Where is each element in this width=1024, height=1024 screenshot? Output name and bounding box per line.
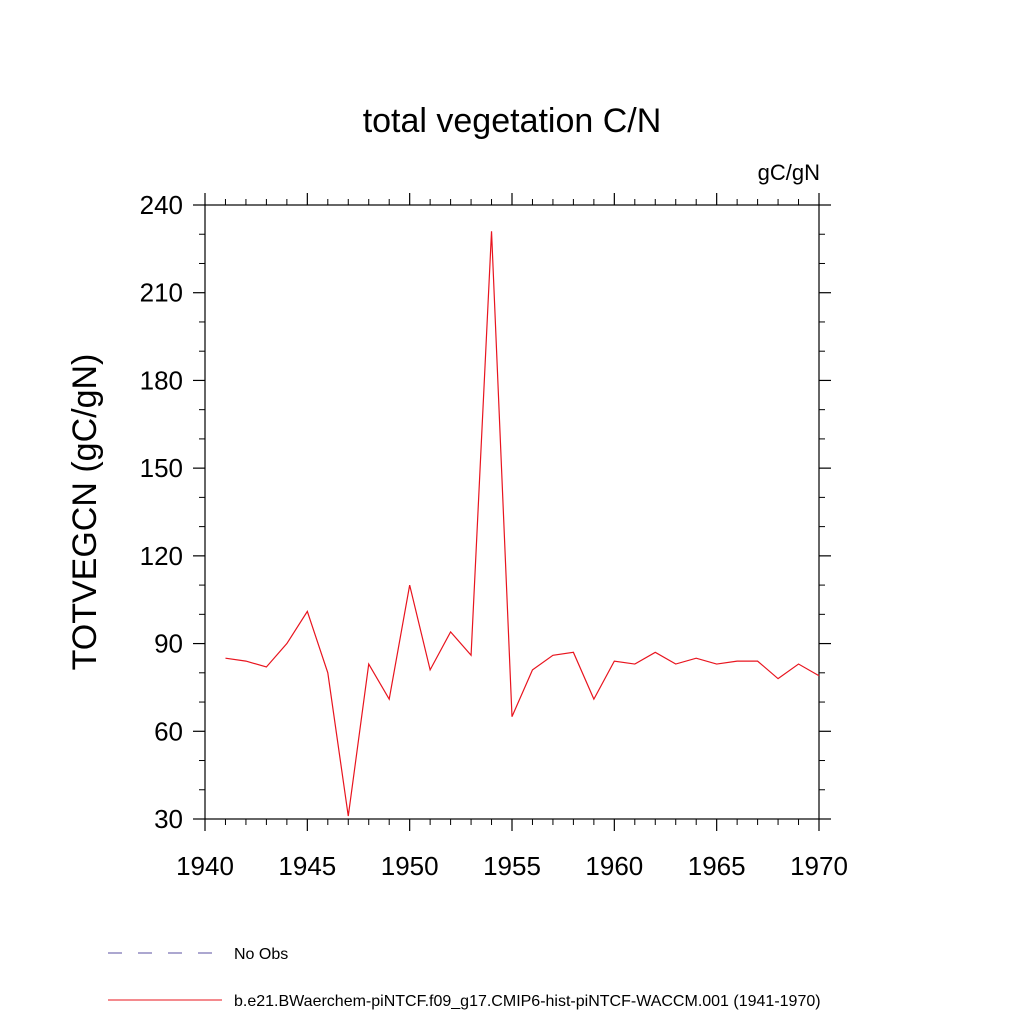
chart-title: total vegetation C/N <box>363 102 662 140</box>
axis-ticks <box>193 193 831 831</box>
axis-tick-labels: 1940 1945 1950 1955 1960 1965 1970 30 60 90 120 150… <box>140 190 848 881</box>
legend-label: b.e21.BWaerchem-piNTCF.f09_g17.CMIP6-his… <box>234 993 821 1010</box>
y-tick-label: 180 <box>140 365 183 395</box>
y-tick-label: 90 <box>154 629 183 659</box>
x-tick-label: 1965 <box>688 851 746 881</box>
series-line <box>225 231 820 817</box>
y-axis-label: TOTVEGCN (gC/gN) <box>66 354 104 671</box>
x-tick-label: 1945 <box>278 851 336 881</box>
series-layer <box>225 231 820 817</box>
legend: No Obs b.e21.BWaerchem-piNTCF.f09_g17.CMI… <box>108 946 821 1010</box>
y-tick-label: 240 <box>140 190 183 220</box>
x-tick-label: 1950 <box>381 851 439 881</box>
y-tick-label: 60 <box>154 716 183 746</box>
units-label: gC/gN <box>758 160 820 185</box>
x-tick-label: 1940 <box>176 851 234 881</box>
y-tick-label: 210 <box>140 278 183 308</box>
x-tick-label: 1970 <box>790 851 848 881</box>
plot-frame <box>204 204 820 820</box>
legend-label: No Obs <box>234 946 288 963</box>
y-tick-label: 120 <box>140 541 183 571</box>
y-tick-label: 150 <box>140 453 183 483</box>
y-tick-label: 30 <box>154 804 183 834</box>
x-tick-label: 1955 <box>483 851 541 881</box>
x-tick-label: 1960 <box>585 851 643 881</box>
